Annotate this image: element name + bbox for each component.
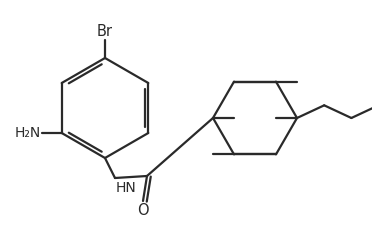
Text: O: O: [137, 203, 149, 218]
Text: HN: HN: [116, 181, 137, 195]
Text: H₂N: H₂N: [15, 126, 41, 140]
Text: Br: Br: [97, 24, 113, 38]
